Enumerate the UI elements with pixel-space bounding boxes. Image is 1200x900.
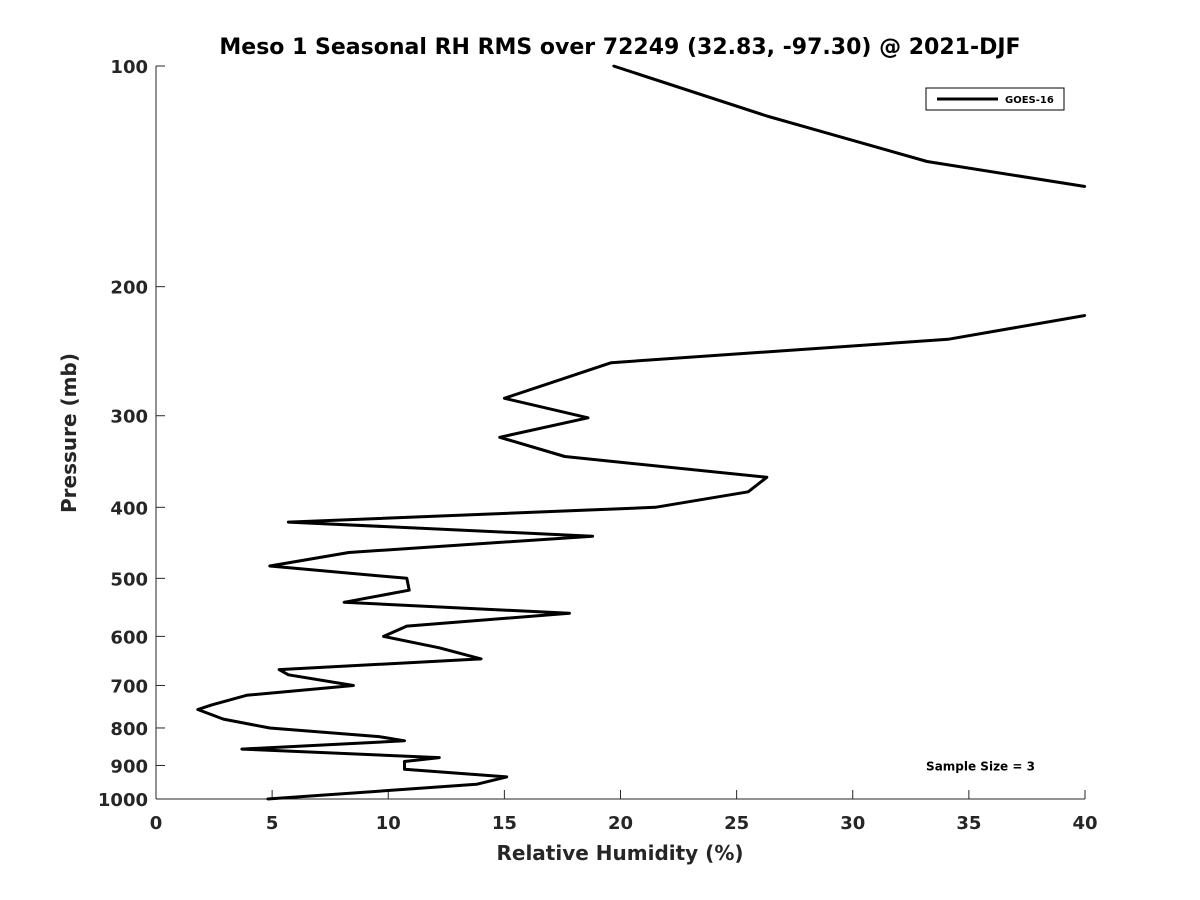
y-tick-label: 100 (110, 57, 148, 78)
y-tick-label: 500 (110, 569, 148, 590)
y-axis-ticks: 100 200 300 400 500 600 700 800 900 1000 (98, 57, 165, 811)
data-point (765, 114, 768, 118)
data-point (352, 684, 355, 687)
data-point (277, 668, 281, 671)
data-point (210, 703, 213, 707)
data-point (382, 635, 385, 638)
data-point (591, 535, 594, 538)
data-point (408, 589, 411, 592)
y-tick-label: 400 (110, 498, 148, 519)
legend: GOES-16 (925, 87, 1065, 111)
data-point (266, 797, 269, 801)
x-tick-label: 30 (840, 813, 865, 834)
data-point (222, 717, 225, 721)
y-tick-label: 700 (110, 676, 148, 697)
y-tick-label: 200 (110, 278, 148, 299)
x-tick-label: 5 (266, 813, 279, 834)
data-point (475, 783, 478, 786)
y-tick-label: 800 (110, 719, 148, 740)
data-point (612, 64, 615, 68)
data-point (568, 612, 571, 615)
y-tick-label: 900 (110, 756, 148, 777)
series-layer (196, 64, 1087, 801)
data-point (498, 436, 501, 439)
data-point (287, 520, 290, 524)
data-point (1083, 185, 1087, 188)
x-tick-label: 10 (376, 813, 401, 834)
x-tick-label: 25 (724, 813, 749, 834)
x-tick-label: 35 (956, 813, 981, 834)
data-point (405, 577, 408, 580)
data-point (438, 646, 441, 649)
data-point (377, 735, 381, 738)
data-point (438, 756, 441, 759)
data-point (403, 739, 406, 742)
y-tick-label: 1000 (98, 790, 148, 811)
data-point (747, 490, 750, 493)
x-tick-label: 0 (150, 813, 163, 834)
data-point (654, 506, 657, 509)
y-tick-label: 600 (110, 627, 148, 648)
data-point (505, 775, 508, 779)
data-point (563, 455, 566, 458)
data-point (503, 397, 506, 400)
x-tick-label: 40 (1072, 813, 1097, 834)
x-axis-ticks: 0 5 10 15 20 25 30 35 40 (150, 790, 1098, 834)
data-point (479, 657, 483, 661)
chart-title: Meso 1 Seasonal RH RMS over 72249 (32.83… (219, 35, 1020, 60)
data-point (610, 361, 613, 364)
data-point (342, 601, 346, 604)
data-point (403, 760, 406, 763)
data-point (196, 708, 199, 711)
x-axis-label: Relative Humidity (%) (496, 841, 743, 865)
data-point (765, 476, 768, 479)
data-point (586, 416, 590, 419)
data-point (245, 694, 248, 697)
data-point (405, 624, 408, 628)
data-point (925, 160, 929, 163)
data-point (1083, 314, 1087, 317)
series-line-goes-16 (613, 64, 1086, 188)
sample-size-annotation: Sample Size = 3 (926, 760, 1035, 774)
data-point (240, 747, 244, 751)
data-point (347, 551, 350, 554)
data-point (946, 338, 950, 341)
data-point (403, 768, 406, 771)
data-point (268, 726, 271, 730)
y-axis-label: Pressure (mb) (57, 353, 81, 513)
x-tick-label: 20 (608, 813, 633, 834)
data-point (287, 673, 290, 676)
x-tick-label: 15 (492, 813, 517, 834)
data-point (268, 564, 271, 568)
legend-label-goes-16: GOES-16 (1005, 95, 1054, 106)
y-tick-label: 300 (110, 407, 148, 428)
